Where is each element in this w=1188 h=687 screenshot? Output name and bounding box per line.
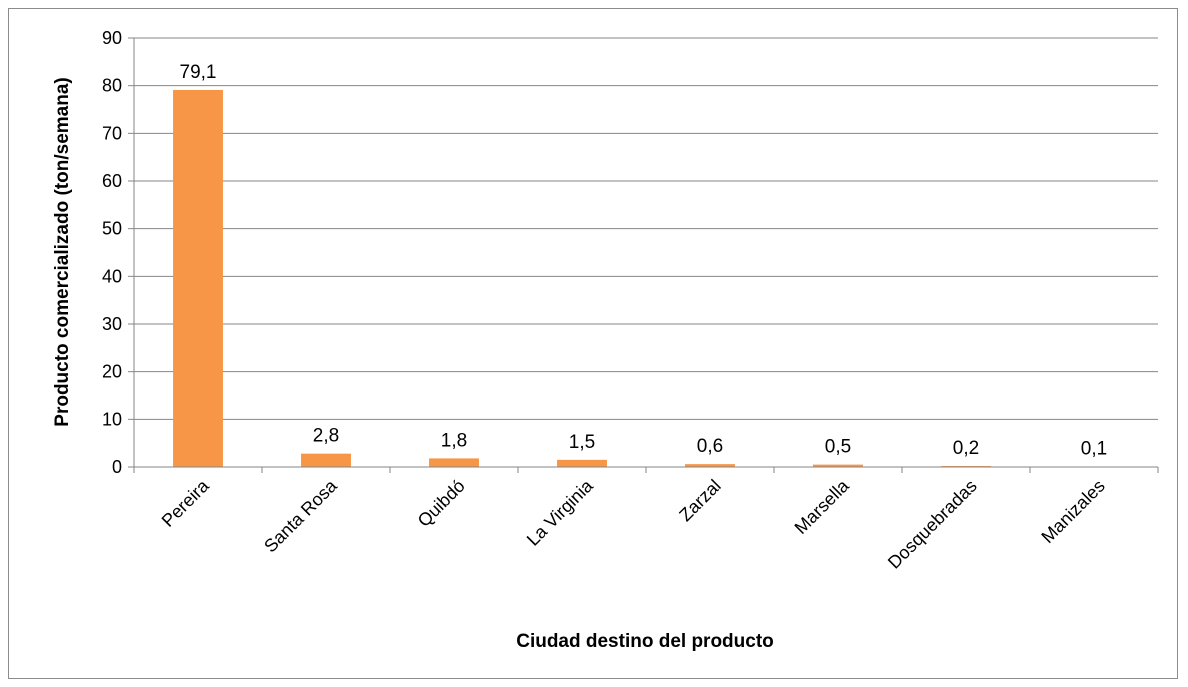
y-tick-label: 30 <box>102 314 122 334</box>
x-tick-label: Pereira <box>158 475 214 531</box>
data-label: 0,5 <box>825 437 851 458</box>
data-label: 1,5 <box>569 432 595 453</box>
x-tick-label: La Virginia <box>523 475 598 550</box>
y-tick-label: 70 <box>102 123 122 143</box>
data-label: 2,8 <box>313 426 339 447</box>
y-tick-label: 40 <box>102 266 122 286</box>
bar-marsella <box>813 464 863 467</box>
x-tick-label: Santa Rosa <box>260 475 341 556</box>
gridlines <box>134 37 1158 420</box>
data-label: 79,1 <box>180 62 217 83</box>
y-tick-label: 0 <box>112 457 122 477</box>
data-label: 1,8 <box>441 430 467 451</box>
bar-la-virginia <box>557 459 607 467</box>
y-tick-label: 80 <box>102 76 122 96</box>
bar-pereira <box>173 89 223 467</box>
data-label: 0,6 <box>697 436 723 457</box>
x-tick-label: Marsella <box>791 475 854 538</box>
axes <box>128 37 1159 473</box>
x-tick-label: Zarzal <box>675 476 725 526</box>
y-tick-label: 50 <box>102 219 122 239</box>
y-axis-title: Producto comercializado (ton/semana) <box>52 77 73 426</box>
bar-zarzal <box>685 464 735 467</box>
x-axis-title: Ciudad destino del producto <box>516 631 774 652</box>
x-tick-label: Quibdó <box>414 476 469 531</box>
y-tick-label: 90 <box>102 28 122 48</box>
data-label: 0,2 <box>953 438 979 459</box>
x-tick-labels: Pereira Santa Rosa Quibdó La Virginia Zarzal… <box>158 475 1109 573</box>
data-label: 0,1 <box>1081 439 1107 460</box>
x-tick-label: Dosquebradas <box>884 476 981 573</box>
y-tick-labels: 0 10 20 30 40 50 60 70 80 90 <box>102 28 122 477</box>
bars <box>173 89 1119 468</box>
data-labels: 79,1 2,8 1,8 1,5 0,6 0,5 0,2 0,1 <box>180 62 1108 460</box>
x-tick-label: Manizales <box>1037 476 1108 547</box>
y-tick-label: 10 <box>102 409 122 429</box>
y-tick-label: 60 <box>102 171 122 191</box>
bar-quibd- <box>429 458 479 467</box>
bar-santa-rosa <box>301 453 351 467</box>
y-tick-label: 20 <box>102 362 122 382</box>
